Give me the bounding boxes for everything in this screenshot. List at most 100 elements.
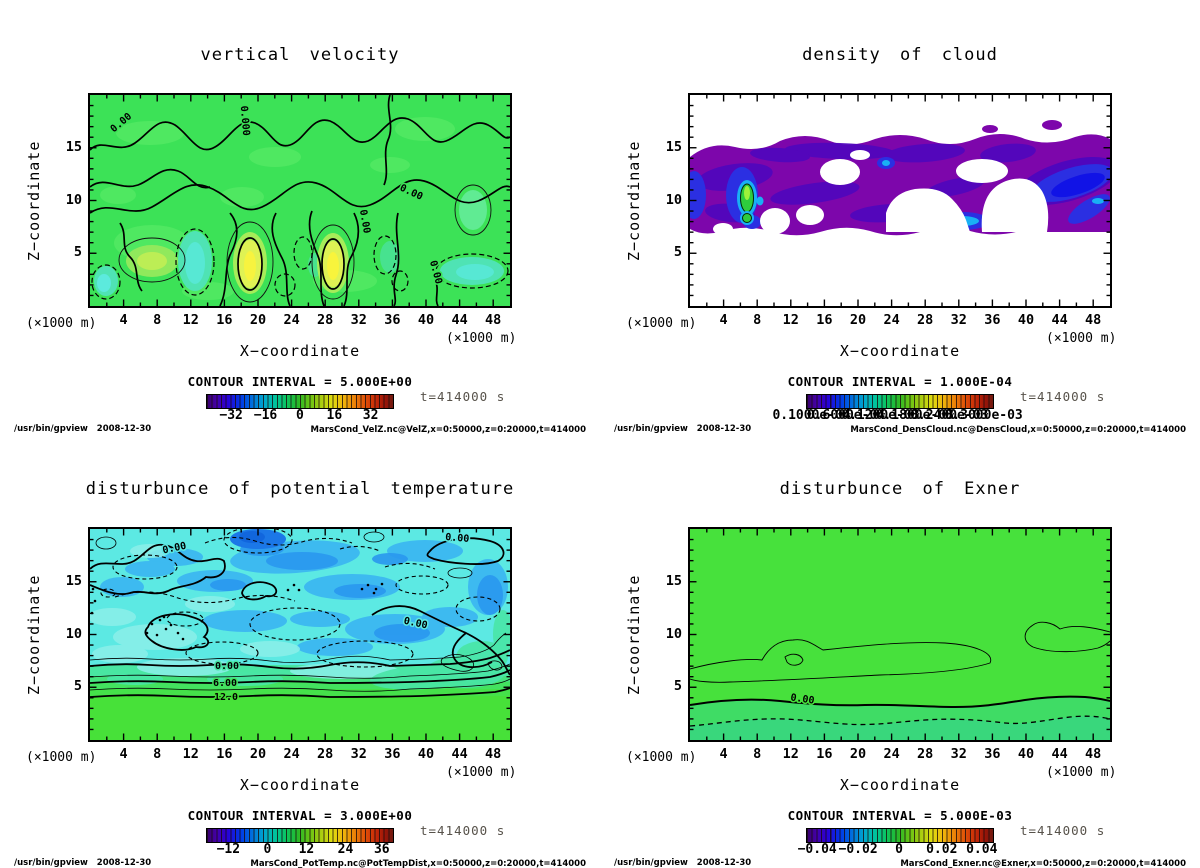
footer-command: /usr/bin/gpview 2008-12-30 bbox=[14, 424, 152, 434]
x-axis-unit: (×1000 m) bbox=[1046, 331, 1117, 346]
x-tick-label: 48 bbox=[485, 746, 502, 762]
x-tick-label: 8 bbox=[153, 312, 162, 328]
contour-interval-label: CONTOUR INTERVAL = 1.000E-04 bbox=[787, 374, 1013, 389]
y-tick-label: 5 bbox=[673, 678, 682, 695]
exner-thin-contours bbox=[690, 621, 1110, 683]
x-tick-label: 44 bbox=[1051, 312, 1068, 328]
x-tick-label: 24 bbox=[883, 312, 900, 328]
x-tick-label: 40 bbox=[1017, 746, 1035, 762]
colorbar-tick-label: 0.1800e-03 bbox=[875, 408, 954, 423]
colorbar-tick-label: 12 bbox=[298, 842, 315, 857]
x-tick-label: 36 bbox=[984, 312, 1001, 328]
colorbar-tick-label: 0.2400e-03 bbox=[910, 408, 989, 423]
contour-label: 0.000 bbox=[238, 105, 252, 136]
contour-interval-label: CONTOUR INTERVAL = 5.000E+00 bbox=[187, 374, 413, 389]
axis-ticks bbox=[90, 529, 510, 740]
pottemp-thin-contours bbox=[90, 531, 510, 692]
y-axis-unit: (×1000 m) bbox=[26, 316, 97, 331]
cloud-core-green bbox=[737, 180, 764, 225]
panel-exner: disturbunce of Exner Z−coordinate 5 10 15 … bbox=[600, 434, 1200, 868]
colorbar-tick-label: 0.1200e-03 bbox=[841, 408, 920, 423]
plot-frame: 0.00 bbox=[688, 527, 1112, 742]
panel-title: vertical velocity bbox=[200, 45, 400, 65]
pottemp-dashed-contours bbox=[100, 529, 501, 668]
x-tick-label: 36 bbox=[384, 312, 401, 328]
contour-label: 6.00 bbox=[213, 678, 237, 689]
colorbar-tick-label: −12 bbox=[216, 842, 241, 857]
colorbar-tick-label: 24 bbox=[337, 842, 354, 857]
x-tick-label: 12 bbox=[182, 746, 199, 762]
panel-potential-temperature: disturbunce of potential temperature Z−c… bbox=[0, 434, 600, 868]
contour-label: 12.0 bbox=[214, 692, 238, 703]
downdraft-cyan-patches bbox=[94, 190, 504, 296]
colorbar bbox=[806, 828, 994, 843]
x-tick-label: 48 bbox=[1085, 746, 1102, 762]
x-axis-title: X−coordinate bbox=[839, 342, 961, 360]
colorbar-tick-label: 0 bbox=[296, 408, 304, 423]
y-tick-label: 15 bbox=[65, 138, 82, 155]
y-tick-label: 10 bbox=[65, 191, 82, 208]
y-tick-label: 10 bbox=[665, 625, 682, 642]
y-axis-title: Z−coordinate bbox=[625, 574, 643, 695]
x-tick-label: 44 bbox=[1051, 746, 1068, 762]
y-axis-unit: (×1000 m) bbox=[626, 750, 697, 765]
x-tick-label: 40 bbox=[417, 312, 435, 328]
colorbar-tick-label: 0 bbox=[895, 842, 903, 857]
cloud-cyan-dot bbox=[882, 160, 890, 166]
colorbar-tick-label: 16 bbox=[326, 408, 343, 423]
colorbar-tick-label: 0.02 bbox=[926, 842, 958, 857]
x-tick-label: 20 bbox=[849, 312, 867, 328]
x-tick-label: 4 bbox=[119, 312, 128, 328]
x-tick-label: 48 bbox=[1085, 312, 1102, 328]
colorbar-tick-label: 0.04 bbox=[966, 842, 998, 857]
colorbar-tick-label: −32 bbox=[219, 408, 243, 423]
contour-plot-vertical-velocity: 0.00 0.0000.000.000.00 bbox=[90, 95, 510, 306]
x-tick-label: 12 bbox=[782, 312, 799, 328]
panel-title: disturbunce of potential temperature bbox=[85, 479, 515, 499]
x-tick-label: 8 bbox=[153, 746, 162, 762]
x-tick-label: 8 bbox=[753, 312, 762, 328]
x-tick-label: 28 bbox=[317, 312, 334, 328]
colorbar bbox=[206, 394, 394, 409]
footer-source: MarsCond_VelZ.nc@VelZ,x=0:50000,z=0:2000… bbox=[310, 425, 586, 435]
y-axis-title: Z−coordinate bbox=[625, 140, 643, 261]
axis-ticks bbox=[690, 529, 1110, 740]
x-tick-label: 16 bbox=[816, 312, 833, 328]
time-label: t=414000 s bbox=[1020, 823, 1106, 838]
footer-source: MarsCond_PotTemp.nc@PotTempDist,x=0:5000… bbox=[250, 859, 586, 868]
contour-plot-exner: 0.00 bbox=[690, 529, 1110, 740]
contour-label: 0.00 bbox=[445, 532, 470, 545]
x-axis-unit: (×1000 m) bbox=[446, 331, 517, 346]
footer-source: MarsCond_DensCloud.nc@DensCloud,x=0:5000… bbox=[850, 425, 1186, 435]
x-tick-label: 32 bbox=[350, 746, 367, 762]
x-tick-label: 36 bbox=[384, 746, 401, 762]
x-tick-label: 28 bbox=[317, 746, 334, 762]
axis-ticks bbox=[690, 95, 1110, 306]
x-tick-label: 12 bbox=[182, 312, 199, 328]
x-tick-label: 44 bbox=[451, 746, 468, 762]
x-tick-label: 24 bbox=[283, 746, 300, 762]
panel-density-of-cloud: density of cloud Z−coordinate 5 10 15 bbox=[600, 0, 1200, 435]
y-tick-label: 10 bbox=[65, 625, 82, 642]
x-axis-unit: (×1000 m) bbox=[1046, 765, 1117, 780]
contour-labels: 0.00 bbox=[788, 691, 816, 708]
x-tick-label: 40 bbox=[1017, 312, 1035, 328]
x-tick-label: 20 bbox=[849, 746, 867, 762]
time-label: t=414000 s bbox=[420, 823, 506, 838]
x-axis-unit: (×1000 m) bbox=[446, 765, 517, 780]
contour-lines-dashed bbox=[91, 228, 509, 300]
x-tick-label: 40 bbox=[417, 746, 435, 762]
axis-ticks bbox=[90, 95, 510, 306]
y-tick-label: 5 bbox=[73, 678, 82, 695]
x-tick-label: 32 bbox=[950, 312, 967, 328]
pottemp-solid-contours bbox=[90, 537, 510, 698]
y-axis-unit: (×1000 m) bbox=[26, 750, 97, 765]
colorbar-tick-label: 36 bbox=[373, 842, 390, 857]
pottemp-deep-blue-patches bbox=[210, 542, 503, 642]
x-tick-label: 16 bbox=[216, 746, 233, 762]
clear-air-wedge bbox=[981, 178, 1049, 232]
plot-frame bbox=[688, 93, 1112, 308]
contour-interval-label: CONTOUR INTERVAL = 5.000E-03 bbox=[787, 808, 1013, 823]
contour-interval-label: CONTOUR INTERVAL = 3.000E+00 bbox=[187, 808, 413, 823]
